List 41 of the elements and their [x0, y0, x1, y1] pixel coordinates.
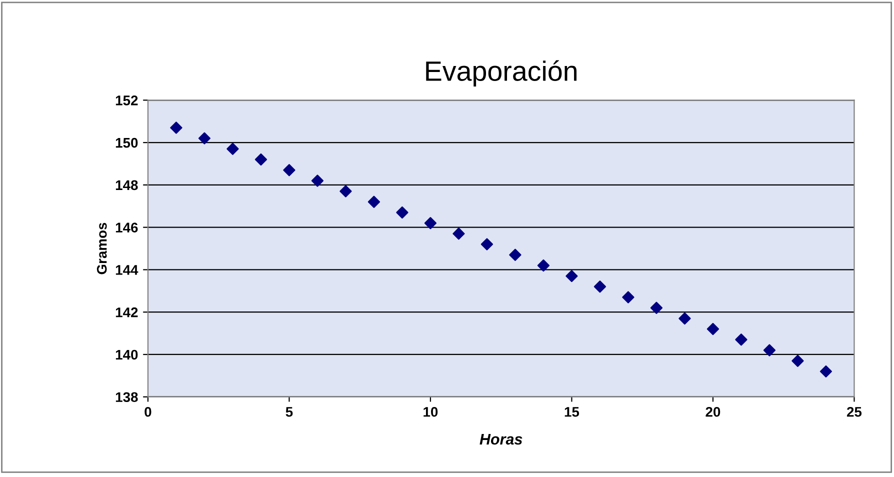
point [792, 354, 804, 367]
x-tick-label: 20 [706, 406, 720, 417]
point [820, 365, 832, 378]
point [198, 132, 211, 144]
x-tick-label: 15 [564, 407, 580, 417]
point [509, 248, 522, 261]
x-axis-title: Horas [480, 434, 522, 445]
x-tick-label: 0 [144, 406, 152, 417]
y-tick-label: 150 [116, 138, 138, 148]
y-tick-label: 138 [116, 392, 138, 402]
point [735, 334, 748, 346]
y-axis-title: Gramos [96, 222, 107, 274]
point [594, 280, 606, 293]
point [226, 142, 239, 155]
point [537, 259, 550, 272]
point [254, 153, 268, 166]
point [452, 228, 465, 240]
point [170, 122, 182, 134]
point [283, 164, 296, 176]
y-tick-label: 152 [116, 96, 138, 106]
y-tick-label: 142 [116, 307, 138, 318]
point [650, 302, 663, 314]
point [622, 291, 634, 304]
point [480, 238, 494, 250]
y-tick-label: 140 [116, 350, 138, 360]
chart-title: Evaporación [426, 60, 576, 86]
point [396, 206, 408, 219]
x-tick-label: 5 [286, 407, 293, 417]
y-tick-label: 148 [116, 180, 138, 190]
x-tick-label: 10 [424, 406, 438, 417]
point [763, 344, 776, 356]
point [678, 312, 691, 325]
y-tick-label: 146 [116, 222, 138, 232]
point [368, 196, 380, 208]
point [706, 322, 720, 336]
point [311, 174, 324, 187]
point [424, 217, 437, 230]
point [340, 185, 352, 198]
y-tick-label: 144 [116, 265, 138, 275]
point [566, 270, 578, 282]
x-tick-label: 25 [846, 406, 862, 417]
